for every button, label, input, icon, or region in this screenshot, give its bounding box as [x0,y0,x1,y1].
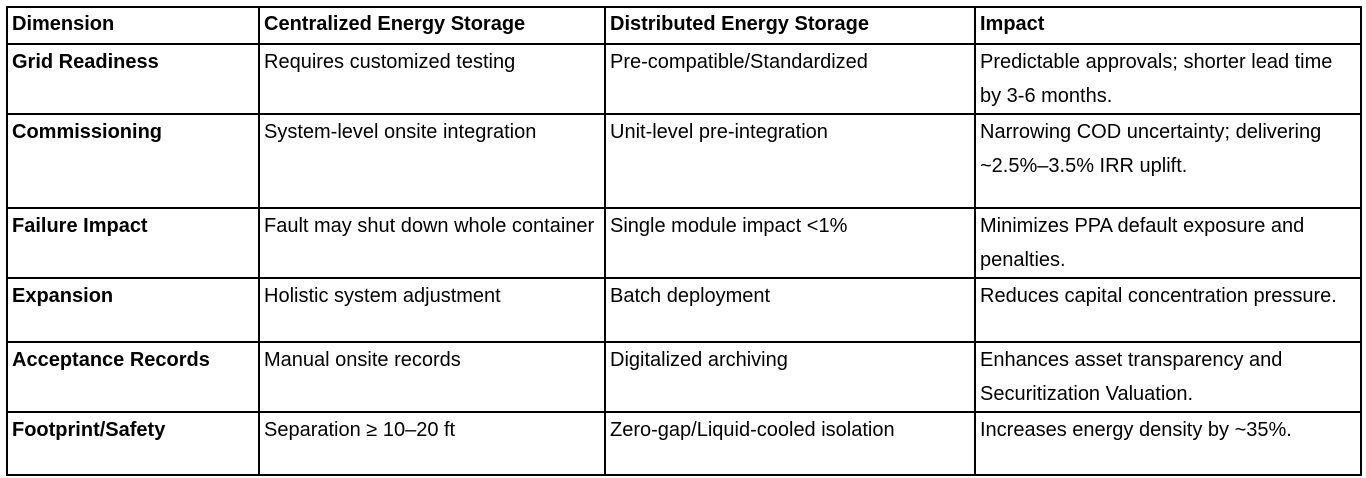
table-row: Expansion Holistic system adjustment Batch… [6,277,1362,343]
table-cell: Fault may shut down whole container [258,207,606,279]
table-row: Commissioning System-level onsite integra… [6,113,1362,209]
table-cell: Reduces capital concentration pressure. [974,277,1362,343]
header-row: Dimension Centralized Energy Storage Distr… [6,6,1362,45]
table-cell: Single module impact <1% [604,207,976,279]
header-cell: Dimension [6,6,260,45]
header-cell: Impact [974,6,1362,45]
table-cell: Unit-level pre-integration [604,113,976,209]
header-cell: Distributed Energy Storage [604,6,976,45]
table-cell: Enhances asset transparency and Securiti… [974,341,1362,413]
header-cell: Centralized Energy Storage [258,6,606,45]
table-cell: Pre-compatible/Standardized [604,43,976,115]
table-cell: Separation ≥ 10–20 ft [258,411,606,476]
table-cell: Requires customized testing [258,43,606,115]
table-cell: Narrowing COD uncertainty; delivering ~2… [974,113,1362,209]
row-label: Acceptance Records [6,341,260,413]
table-cell: Minimizes PPA default exposure and penal… [974,207,1362,279]
table-row: Acceptance Records Manual onsite records D… [6,341,1362,413]
row-label: Footprint/Safety [6,411,260,476]
row-label: Commissioning [6,113,260,209]
table-cell: Batch deployment [604,277,976,343]
table-cell: Manual onsite records [258,341,606,413]
table-cell: System-level onsite integration [258,113,606,209]
table-cell: Holistic system adjustment [258,277,606,343]
row-label: Grid Readiness [6,43,260,115]
table-row: Footprint/Safety Separation ≥ 10–20 ft Zer… [6,411,1362,476]
comparison-table: Dimension Centralized Energy Storage Distr… [6,6,1362,476]
row-label: Expansion [6,277,260,343]
table-row: Grid Readiness Requires customized testin… [6,43,1362,115]
table-cell: Digitalized archiving [604,341,976,413]
table-cell: Predictable approvals; shorter lead time… [974,43,1362,115]
table-cell: Increases energy density by ~35%. [974,411,1362,476]
table-cell: Zero-gap/Liquid-cooled isolation [604,411,976,476]
table-container: Dimension Centralized Energy Storage Distr… [6,6,1362,476]
table-row: Failure Impact Fault may shut down whole … [6,207,1362,279]
row-label: Failure Impact [6,207,260,279]
